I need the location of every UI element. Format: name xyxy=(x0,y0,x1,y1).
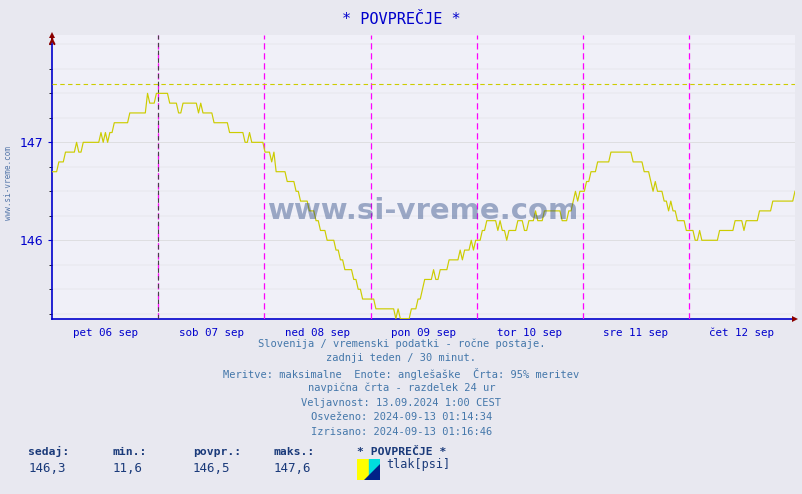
Bar xyxy=(368,459,379,480)
Text: Osveženo: 2024-09-13 01:14:34: Osveženo: 2024-09-13 01:14:34 xyxy=(310,412,492,422)
Text: Meritve: maksimalne  Enote: anglešaške  Črta: 95% meritev: Meritve: maksimalne Enote: anglešaške Čr… xyxy=(223,368,579,380)
Text: min.:: min.: xyxy=(112,447,147,457)
Text: sedaj:: sedaj: xyxy=(28,446,69,457)
Polygon shape xyxy=(363,463,379,480)
Text: Veljavnost: 13.09.2024 1:00 CEST: Veljavnost: 13.09.2024 1:00 CEST xyxy=(301,398,501,408)
Text: povpr.:: povpr.: xyxy=(192,447,241,457)
Text: pon 09 sep: pon 09 sep xyxy=(391,328,456,337)
Text: * POVPREČJE *: * POVPREČJE * xyxy=(357,447,446,457)
Text: 147,6: 147,6 xyxy=(273,462,310,475)
Bar xyxy=(357,459,368,480)
Text: www.si-vreme.com: www.si-vreme.com xyxy=(3,146,13,220)
Text: maks.:: maks.: xyxy=(273,447,314,457)
Text: tlak[psi]: tlak[psi] xyxy=(386,458,450,471)
Text: pet 06 sep: pet 06 sep xyxy=(73,328,138,337)
Text: 146,5: 146,5 xyxy=(192,462,230,475)
Text: www.si-vreme.com: www.si-vreme.com xyxy=(268,197,578,225)
Text: 11,6: 11,6 xyxy=(112,462,142,475)
Text: Slovenija / vremenski podatki - ročne postaje.: Slovenija / vremenski podatki - ročne po… xyxy=(257,338,545,349)
Text: sob 07 sep: sob 07 sep xyxy=(179,328,244,337)
Text: zadnji teden / 30 minut.: zadnji teden / 30 minut. xyxy=(326,353,476,363)
Text: Izrisano: 2024-09-13 01:16:46: Izrisano: 2024-09-13 01:16:46 xyxy=(310,427,492,437)
Text: tor 10 sep: tor 10 sep xyxy=(496,328,561,337)
Text: navpična črta - razdelek 24 ur: navpična črta - razdelek 24 ur xyxy=(307,383,495,393)
Text: sre 11 sep: sre 11 sep xyxy=(602,328,667,337)
Text: ned 08 sep: ned 08 sep xyxy=(285,328,350,337)
Text: 146,3: 146,3 xyxy=(28,462,66,475)
Text: čet 12 sep: čet 12 sep xyxy=(708,328,773,338)
Text: * POVPREČJE *: * POVPREČJE * xyxy=(342,12,460,27)
